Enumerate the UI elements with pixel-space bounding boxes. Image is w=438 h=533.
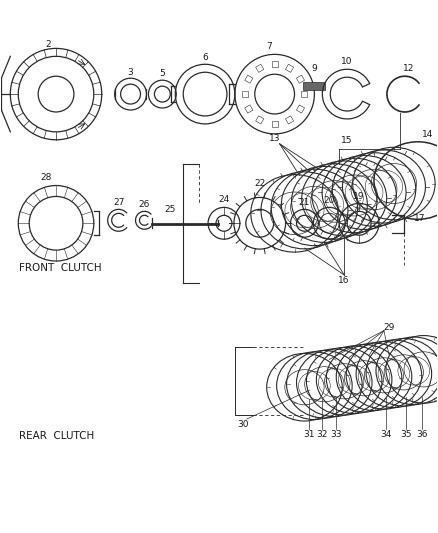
Text: 15: 15 — [342, 136, 353, 146]
Text: 34: 34 — [380, 431, 392, 439]
Text: REAR  CLUTCH: REAR CLUTCH — [19, 431, 95, 441]
Text: 16: 16 — [339, 277, 350, 285]
Text: 35: 35 — [400, 431, 412, 439]
Bar — [286, 64, 293, 72]
Bar — [245, 105, 253, 113]
Text: 10: 10 — [342, 57, 353, 66]
Text: 36: 36 — [416, 431, 427, 439]
Text: 17: 17 — [414, 214, 425, 223]
Text: 27: 27 — [113, 198, 124, 207]
Bar — [304, 82, 325, 90]
Text: 28: 28 — [40, 173, 52, 182]
Bar — [256, 116, 264, 124]
Text: FRONT  CLUTCH: FRONT CLUTCH — [19, 263, 102, 273]
Bar — [297, 75, 304, 83]
Text: 21: 21 — [299, 198, 310, 207]
Bar — [242, 91, 248, 97]
Bar — [286, 116, 293, 124]
Text: 19: 19 — [353, 192, 365, 201]
Text: 2: 2 — [45, 40, 51, 49]
Text: 32: 32 — [317, 431, 328, 439]
Text: 6: 6 — [202, 53, 208, 62]
Text: 22: 22 — [254, 179, 265, 188]
Text: 5: 5 — [159, 69, 165, 78]
Text: 25: 25 — [165, 205, 176, 214]
Bar — [301, 91, 307, 97]
Text: 12: 12 — [403, 64, 414, 73]
Bar — [272, 61, 278, 67]
Text: 13: 13 — [269, 134, 280, 143]
Text: 24: 24 — [219, 195, 230, 204]
Text: 33: 33 — [331, 431, 342, 439]
Text: 9: 9 — [311, 64, 317, 73]
Text: 3: 3 — [128, 68, 134, 77]
Text: 29: 29 — [383, 323, 395, 332]
Text: 14: 14 — [422, 131, 433, 139]
Bar — [256, 64, 264, 72]
Text: 31: 31 — [304, 431, 315, 439]
Bar — [297, 105, 304, 113]
Bar — [272, 121, 278, 127]
Text: 7: 7 — [266, 42, 272, 51]
Text: 20: 20 — [324, 196, 335, 205]
Text: 26: 26 — [139, 200, 150, 209]
Bar — [245, 75, 253, 83]
Text: 30: 30 — [237, 421, 249, 430]
